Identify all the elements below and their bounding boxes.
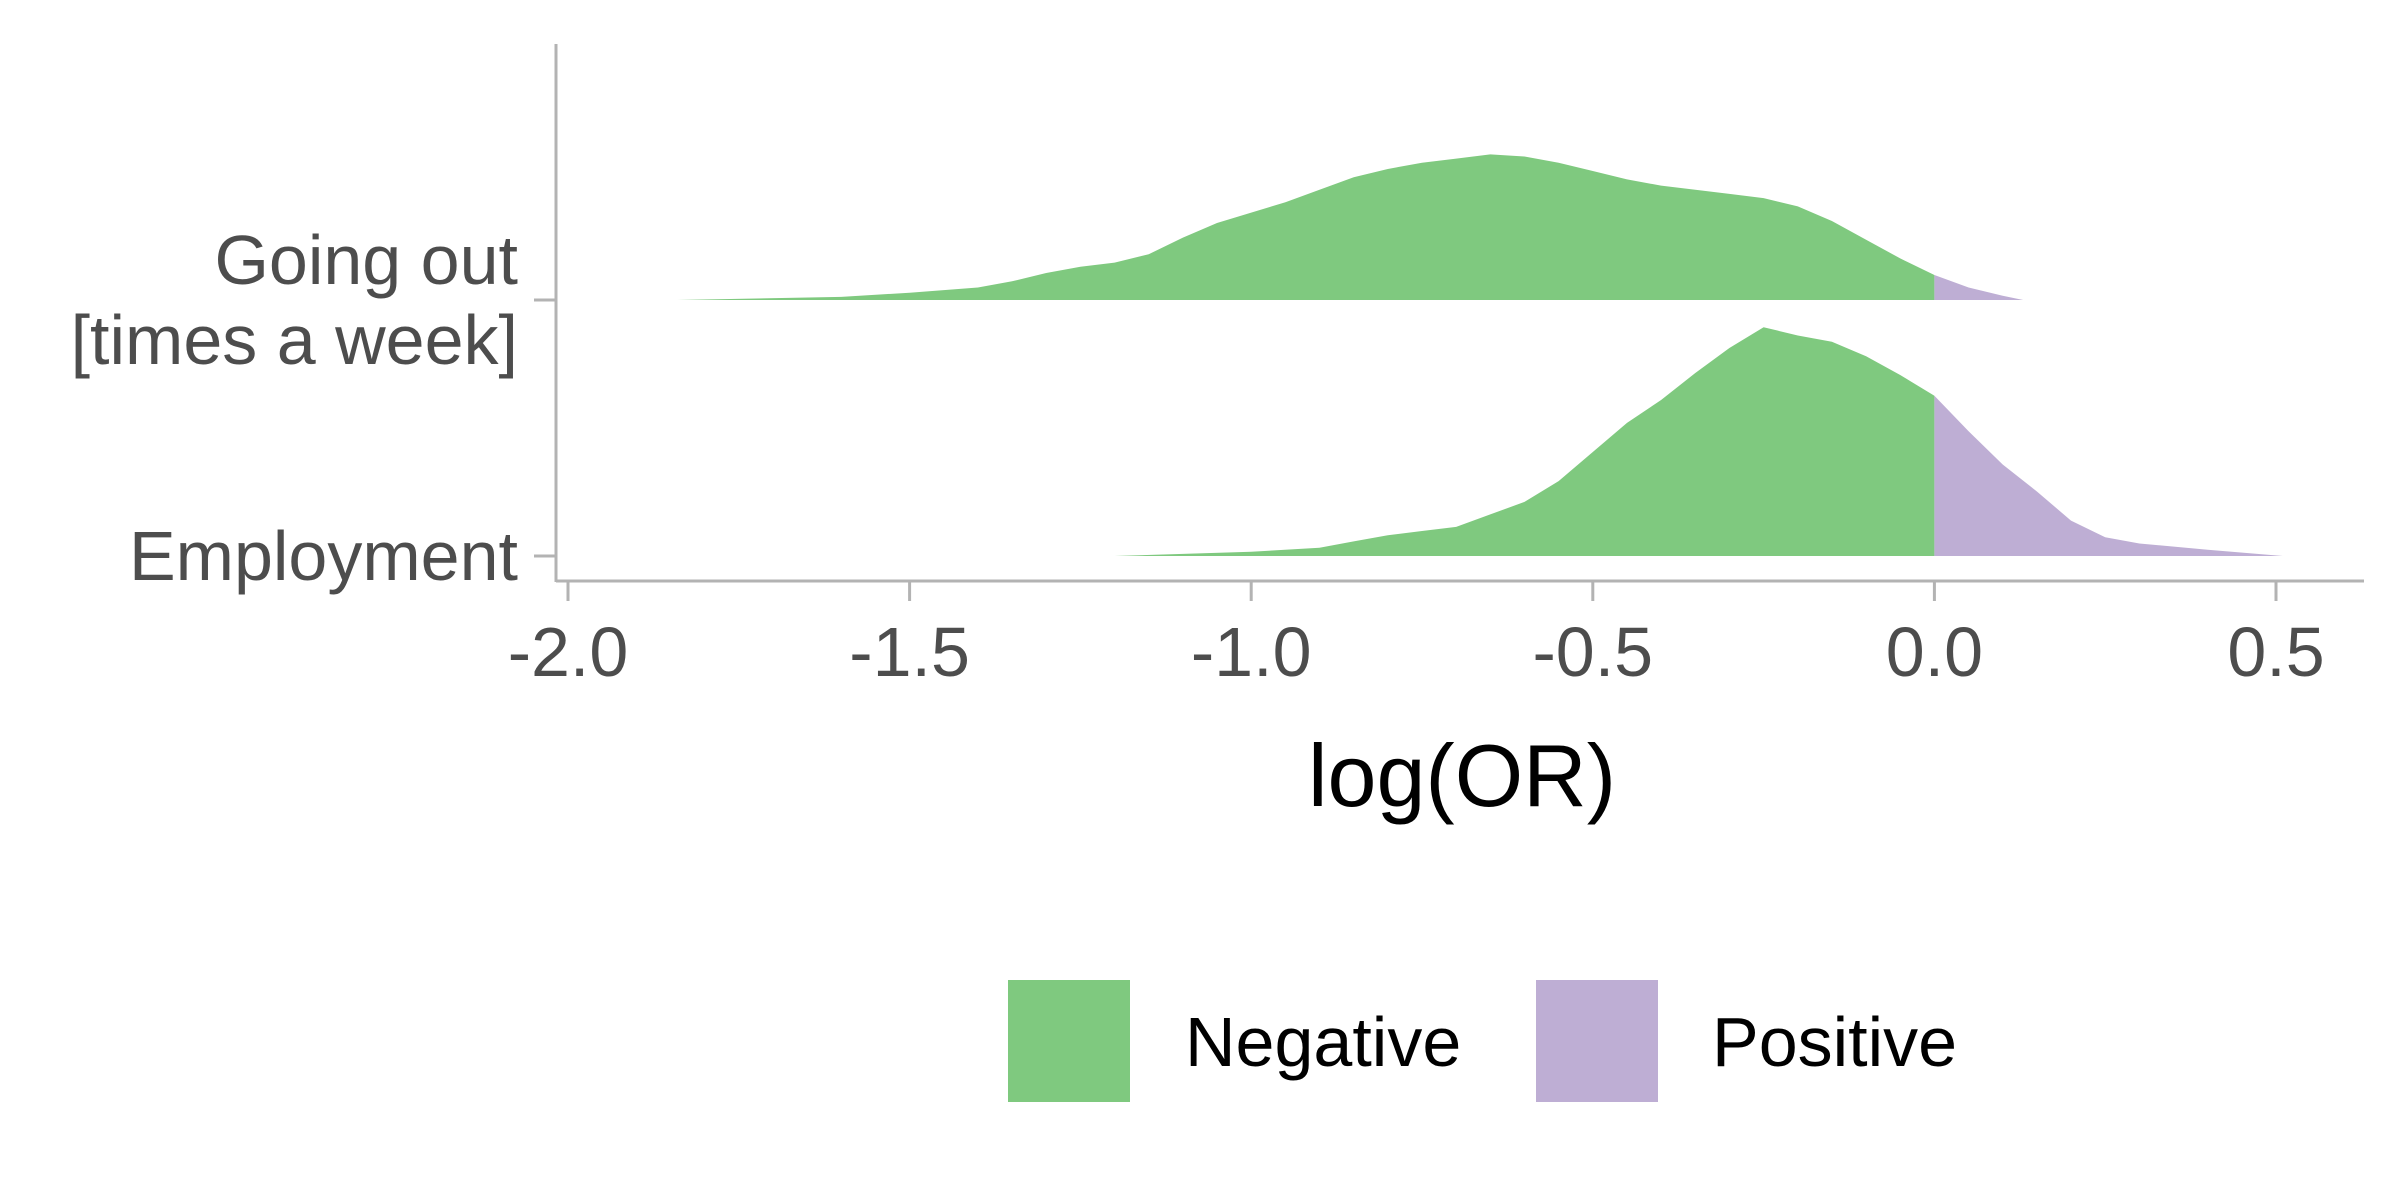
ridge-negative-area — [1114, 327, 1935, 556]
ridge-going-out — [677, 154, 2024, 300]
x-tick-label: 0.0 — [1886, 613, 1983, 691]
y-tick-labels: Going out[times a week] Employment — [71, 221, 518, 595]
legend-label: Positive — [1712, 1003, 1957, 1081]
ridge-positive-area — [1934, 275, 2024, 300]
legend-label: Negative — [1185, 1003, 1461, 1081]
y-tick-label: Employment — [129, 517, 518, 595]
ridge-employment — [1114, 327, 2283, 556]
y-tick-label: [times a week] — [71, 301, 518, 379]
legend-item-positive: Positive — [1536, 980, 1957, 1102]
legend-swatch — [1536, 980, 1658, 1102]
x-tick-label: -1.0 — [1191, 613, 1312, 691]
axes-layer — [534, 44, 2364, 601]
x-tick-labels: -2.0 -1.5 -1.0 -0.5 0.0 0.5 — [508, 613, 2325, 691]
ridges-layer — [677, 154, 2283, 556]
x-tick-label: -2.0 — [508, 613, 629, 691]
ridge-positive-area — [1934, 395, 2283, 556]
x-tick-label: -0.5 — [1532, 613, 1653, 691]
y-tick-label: Going out — [214, 221, 518, 299]
legend-swatch — [1008, 980, 1130, 1102]
legend: Negative Positive — [1008, 980, 1957, 1102]
x-tick-label: 0.5 — [2227, 613, 2324, 691]
ridge-negative-area — [677, 154, 1935, 300]
x-tick-label: -1.5 — [849, 613, 970, 691]
legend-item-negative: Negative — [1008, 980, 1461, 1102]
x-axis-title: log(OR) — [1308, 726, 1616, 825]
